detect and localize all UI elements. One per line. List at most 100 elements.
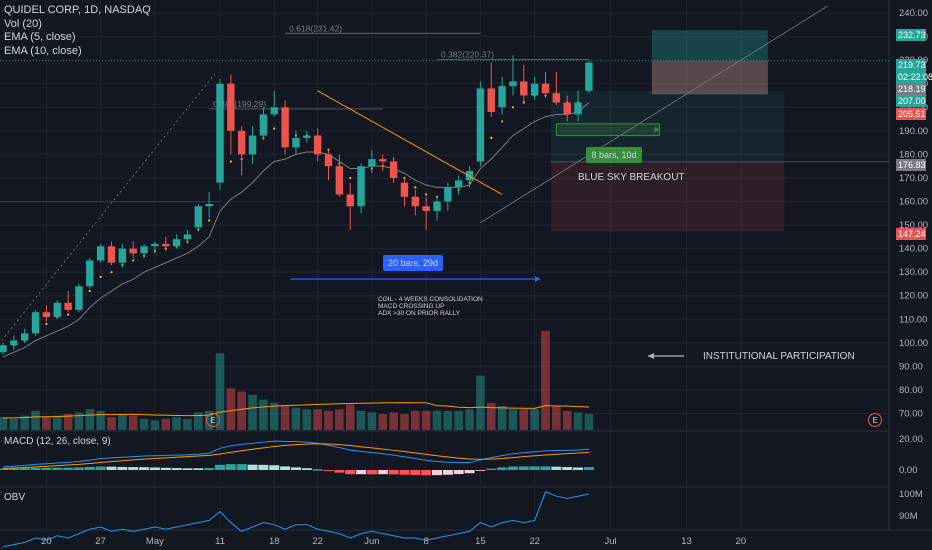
ema5-point <box>229 160 232 163</box>
ema5-point <box>327 148 330 151</box>
arrow-icon <box>648 353 654 359</box>
macd-histogram-bar <box>497 467 508 470</box>
macd-histogram-bar <box>204 468 215 470</box>
candle-body <box>574 102 582 115</box>
macd-histogram-bar <box>117 466 128 470</box>
candle-body <box>0 345 7 353</box>
volume-bar <box>573 412 583 430</box>
macd-histogram-bar <box>30 467 41 470</box>
macd-histogram-bar <box>507 466 518 470</box>
ema5-point <box>132 259 135 262</box>
volume-bar <box>519 409 529 430</box>
legend-symbol[interactable]: QUIDEL CORP, 1D, NASDAQ <box>4 4 151 16</box>
macd-label: MACD (12, 26, close, 9) <box>4 436 111 447</box>
volume-bar <box>63 414 73 430</box>
institutional-text: INSTITUTIONAL PARTICIPATION <box>703 351 855 362</box>
breakout-measure-label: 8 bars, 10d <box>591 150 636 160</box>
price-tick-label: 180.00 <box>899 149 928 160</box>
channel-trendline <box>480 5 828 224</box>
time-axis[interactable]: 32027May111822Jun81522Jul1320 <box>0 536 746 547</box>
macd-pane: MACD (12, 26, close, 9) <box>0 436 594 476</box>
breakout-measure-range <box>555 123 660 137</box>
arrow-icon <box>654 126 660 133</box>
candle-body <box>129 248 137 254</box>
ema5-point <box>349 176 352 180</box>
volume-bar <box>183 418 192 430</box>
breakout-text: BLUE SKY BREAKOUT <box>578 172 685 183</box>
price-tick-label: 120.00 <box>899 291 928 302</box>
macd-histogram-bar <box>583 467 594 470</box>
macd-histogram-bar <box>8 468 19 470</box>
volume-bar <box>237 391 246 430</box>
price-tag-label: 02:22:08 <box>898 72 932 82</box>
macd-histogram-bar <box>540 466 551 470</box>
earnings-marker-label: E <box>210 416 215 425</box>
fib-label: 0.382(220.37) <box>441 49 494 59</box>
candle-body <box>216 83 224 183</box>
volume-bar <box>584 414 594 430</box>
price-tag <box>896 29 926 41</box>
volume-bar <box>454 410 463 430</box>
volume-bar <box>508 409 518 430</box>
coil-measure-box <box>383 255 443 271</box>
candle-body <box>53 302 61 317</box>
volume-bar <box>96 410 105 430</box>
macd-histogram-bar <box>410 470 421 476</box>
macd-histogram-bar <box>182 468 193 470</box>
time-tick-label: 27 <box>95 536 106 547</box>
loss-zone <box>550 161 785 232</box>
volume-bar <box>31 410 40 430</box>
grid-lines <box>0 0 932 531</box>
chart-drawings <box>0 5 882 427</box>
macd-histogram-bar <box>52 467 63 470</box>
legend-ema5[interactable]: EMA (5, close) <box>4 31 76 43</box>
price-tick-label: 140.00 <box>899 244 928 255</box>
volume-bar <box>128 415 138 430</box>
candle-body <box>151 243 159 247</box>
coil-note: ADX >30 ON PRIOR RALLY <box>378 310 461 317</box>
price-tick-label: 170.00 <box>899 173 928 184</box>
macd-histogram-bar <box>301 468 312 470</box>
ema5-point <box>110 271 113 274</box>
volume-bar <box>259 399 268 430</box>
candle-body <box>379 159 387 162</box>
macd-histogram-bar <box>0 468 8 470</box>
macd-histogram-bar <box>236 464 247 470</box>
earnings-marker-label: E <box>872 416 877 425</box>
legend-ema10[interactable]: EMA (10, close) <box>4 44 82 57</box>
volume-bar <box>248 394 257 430</box>
candle-body <box>31 312 40 334</box>
obv-line <box>2 491 589 548</box>
candle-body <box>194 206 202 228</box>
volume-bar <box>356 410 366 430</box>
stop-zone <box>651 60 768 95</box>
candle-body <box>368 159 376 167</box>
macd-histogram-bar <box>128 467 139 470</box>
volume-bar <box>9 418 19 430</box>
candle-body <box>183 234 192 240</box>
ema5-point <box>99 275 102 278</box>
macd-histogram-bar <box>19 468 30 470</box>
macd-histogram-bar <box>247 464 258 470</box>
candlestick-series[interactable] <box>0 55 593 355</box>
price-tick-label: 200.00 <box>899 102 928 113</box>
candle-body <box>455 180 463 188</box>
volume-bar <box>552 406 561 430</box>
ema5-point <box>435 195 439 198</box>
price-axis[interactable]: 240.00230.00220.00210.00200.00190.00180.… <box>896 8 932 522</box>
volume-bar <box>280 406 290 430</box>
legend-volume[interactable]: Vol (20) <box>4 17 42 30</box>
macd-histogram-bar <box>323 470 334 472</box>
candle-body <box>389 161 398 178</box>
earnings-marker-icon <box>868 413 882 427</box>
candle-body <box>248 135 257 155</box>
macd-histogram-bar <box>225 464 236 470</box>
volume-bar <box>0 417 8 430</box>
obv-pane: OBV <box>2 491 589 548</box>
macd-histogram-bar <box>573 467 584 470</box>
macd-line <box>2 440 589 468</box>
candle-body <box>509 81 517 87</box>
candle-body <box>21 333 29 341</box>
candle-body <box>520 81 528 96</box>
